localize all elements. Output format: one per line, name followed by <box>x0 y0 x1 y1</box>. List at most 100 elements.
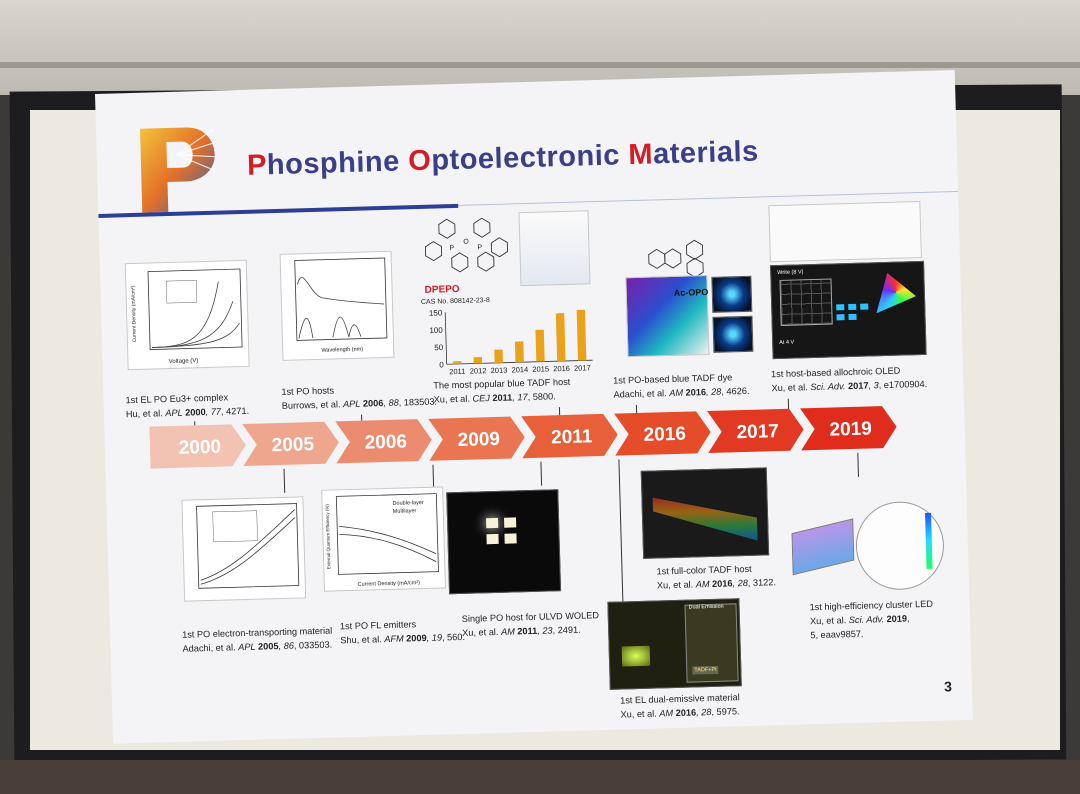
jv-plot: Voltage (V) Current Density (mA/cm²) <box>130 268 243 365</box>
caption-authors: Hu, et al. <box>125 408 166 420</box>
dpepo-paper-thumbnail <box>518 210 591 287</box>
timeline-chevron <box>428 416 525 461</box>
timeline-chevron <box>242 421 339 467</box>
timeline: 2000 2005 2006 2009 2011 2016 2017 2019 <box>149 406 897 469</box>
title-part: M <box>627 138 654 172</box>
bar <box>535 329 545 362</box>
etm-plot <box>196 503 300 589</box>
y-tick-label: 0 <box>439 360 444 369</box>
slide: Phosphine Optoelectronic Materials Volta… <box>95 69 973 744</box>
caption-pages: , 5800. <box>527 391 556 403</box>
caption-authors: Xu, et al. <box>433 393 473 405</box>
timeline-chevron <box>614 411 711 456</box>
x-tick-label: 2013 <box>491 366 508 375</box>
timeline-chevron <box>707 408 804 454</box>
caption-title: 1st EL dual-emissive material <box>620 692 740 706</box>
caption-year: 2016 <box>672 707 697 719</box>
timeline-year-label: 2011 <box>551 426 593 448</box>
caption-authors: Adachi, et al. <box>182 642 239 654</box>
caption-year: 2017 <box>845 380 869 392</box>
xlabel-voltage: Voltage (V) <box>169 358 199 365</box>
title-part: ptoelectronic <box>430 139 629 177</box>
caption-pages: , 4626. <box>721 385 750 397</box>
figure-jv-curve: Voltage (V) Current Density (mA/cm²) <box>124 259 250 371</box>
caption-pages: , 2491. <box>552 624 581 636</box>
eqe-plot: Double-layer Multilayer Current Density … <box>325 493 439 588</box>
ac-opo-structure-icon <box>648 239 704 278</box>
caption-title: Single PO host for ULVD WOLED <box>461 610 600 624</box>
caption-volume: , 28 <box>732 577 748 589</box>
connector-line <box>540 461 543 486</box>
allochroic-device-panel: Write (8 V) At 4 V <box>770 260 927 360</box>
title-part: O <box>407 144 432 178</box>
bottom-caption-3: Single PO host for ULVD WOLED Xu, et al. … <box>462 608 600 640</box>
title-part: aterials <box>652 135 760 171</box>
caption-pages: , e1700904. <box>878 378 928 391</box>
timeline-chevron <box>335 419 432 464</box>
bar <box>576 309 587 361</box>
blue-device-photo <box>712 315 754 353</box>
top-caption-1: 1st EL PO Eu3+ complex Hu, et al. APL 200… <box>125 390 249 421</box>
caption-journal: Sci. Adv. <box>810 381 846 393</box>
caption-title: 1st full-color TADF host <box>656 563 752 577</box>
caption-year: 2016 <box>709 578 733 590</box>
caption-authors: Xu, et al. <box>462 626 502 638</box>
bar <box>494 349 503 363</box>
dual-emission-label: Dual Emission <box>688 603 724 611</box>
dpepo-label: DPEPO <box>424 283 460 296</box>
timeline-chevron <box>521 413 618 459</box>
caption-journal: APL <box>342 398 361 410</box>
caption-year: 2009 <box>403 632 427 644</box>
caption-volume: , 86 <box>278 640 294 652</box>
caption-title: 1st PO-based blue TADF dye <box>613 372 733 386</box>
caption-title: 1st PO electron-transporting material <box>181 625 333 640</box>
bottom-caption-4: 1st full-color TADF host Xu, et al. AM 20… <box>656 561 776 592</box>
y-tick-label: 50 <box>434 343 444 352</box>
ylabel-eqe: External Quantum Efficiency (%) <box>325 504 332 570</box>
timeline-year-label: 2016 <box>643 424 686 446</box>
ceiling <box>0 0 1080 95</box>
figure-dpepo: P O P DPEPO CAS No. 808142-23-8 0 50 100 150 2… <box>419 210 603 376</box>
caption-year: 2005 <box>255 641 279 652</box>
caption-authors: Adachi, et al. <box>613 388 670 400</box>
caption-pages: , 4271. <box>220 405 250 417</box>
bottom-caption-5: 1st EL dual-emissive material Xu, et al. … <box>620 690 740 721</box>
bar <box>514 341 524 363</box>
caption-authors: Xu, et al. <box>620 708 660 720</box>
svg-text:P: P <box>449 245 454 252</box>
top-caption-5: 1st host-based allochroic OLED Xu, et al.… <box>771 363 928 395</box>
caption-title: 1st PO hosts <box>281 385 335 397</box>
caption-title: 1st host-based allochroic OLED <box>770 365 901 380</box>
caption-journal: APL <box>238 641 256 653</box>
bottom-caption-6: 1st high-efficiency cluster LED Xu, et al… <box>809 597 934 642</box>
xlabel-wavelength: Wavelength (nm) <box>321 347 363 354</box>
svg-text:P: P <box>477 244 482 251</box>
bar <box>452 361 462 365</box>
y-tick-label: 100 <box>429 326 443 335</box>
figure-ac-opo: Ac-OPO <box>624 226 758 360</box>
figure-etm-jv <box>181 496 307 602</box>
blue-emission-photo <box>711 275 753 313</box>
legend-double-layer: Double-layer <box>392 500 424 507</box>
caption-authors: Xu, et al. <box>771 382 811 394</box>
timeline-year-label: 2000 <box>178 437 221 459</box>
connector-line <box>857 452 859 477</box>
molecule-switch-image <box>768 200 922 263</box>
caption-journal: AM <box>695 579 710 590</box>
legend-multilayer: Multilayer <box>393 508 417 515</box>
figure-cluster-led <box>787 500 950 604</box>
top-caption-4: 1st PO-based blue TADF dye Adachi, et al.… <box>613 370 750 402</box>
slide-title: Phosphine Optoelectronic Materials <box>247 135 759 182</box>
title-part: hosphine <box>266 145 409 182</box>
caption-authors: Shu, et al. <box>340 634 385 646</box>
caption-pages: , 3122. <box>747 577 777 588</box>
bar <box>473 357 483 364</box>
caption-year: 2016 <box>682 387 707 398</box>
y-axis <box>444 312 448 365</box>
timeline-chevron <box>800 406 897 451</box>
caption-authors: Burrows, et al. <box>281 399 344 411</box>
wall <box>0 760 1080 794</box>
timeline-chevron <box>149 424 246 469</box>
cas-number: CAS No. 808142-23-8 <box>420 297 490 306</box>
x-tick-label: 2014 <box>511 365 528 374</box>
